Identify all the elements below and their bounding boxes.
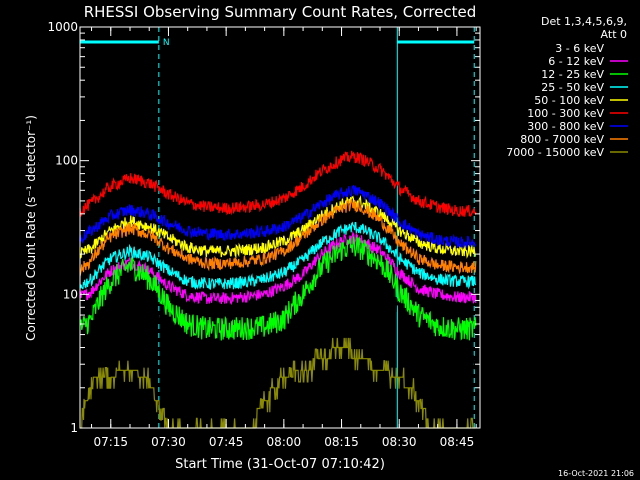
legend-header-line1: Det 1,3,4,5,6,9, <box>541 15 627 28</box>
x-tick-label-3: 08:00 <box>267 435 302 449</box>
night-bar-label-0: N <box>163 38 170 48</box>
series-line-5 <box>79 150 477 217</box>
legend-label-6: 300 - 800 keV <box>527 120 604 133</box>
series-line-3 <box>79 221 477 290</box>
x-tick-label-0: 07:15 <box>93 435 128 449</box>
series-line-0 <box>79 250 477 371</box>
legend-header-line2: Att 0 <box>601 28 627 41</box>
axes: 1 10 100 1000 07:15 07:30 07:45 08:00 08:15 08:30… <box>47 20 481 449</box>
series-line-8 <box>80 337 476 429</box>
x-tick-label-6: 08:45 <box>440 435 475 449</box>
x-tick-label-1: 07:30 <box>151 435 186 449</box>
legend-label-3: 25 - 50 keV <box>541 81 604 94</box>
footer-date: 16-Oct-2021 21:06 <box>558 469 634 478</box>
legend-label-4: 50 - 100 keV <box>534 94 604 107</box>
x-tick-label-5: 08:30 <box>382 435 417 449</box>
series-line-6 <box>79 184 477 250</box>
legend-label-0: 3 - 6 keV <box>555 42 604 55</box>
series-line-4 <box>79 194 477 260</box>
x-tick-label-2: 07:45 <box>209 435 244 449</box>
chart-title: RHESSI Observing Summary Count Rates, Co… <box>84 3 477 21</box>
x-tick-label-4: 08:15 <box>324 435 359 449</box>
y-tick-label-2: 100 <box>55 154 78 168</box>
legend-label-2: 12 - 25 keV <box>541 68 604 81</box>
y-axis-label: Corrected Count Rate (s⁻¹ detector⁻¹) <box>24 115 38 341</box>
y-tick-label-0: 1 <box>70 421 78 435</box>
legend-label-1: 6 - 12 keV <box>548 55 604 68</box>
legend-label-5: 100 - 300 keV <box>527 107 604 120</box>
plot-frame <box>79 26 481 429</box>
plot-area: N <box>79 27 477 429</box>
y-tick-label-1: 10 <box>63 287 78 301</box>
series-line-7 <box>79 198 477 277</box>
series-line-2 <box>79 236 477 341</box>
legend-label-7: 800 - 7000 keV <box>520 133 604 146</box>
legend-label-8: 7000 - 15000 keV <box>506 146 604 159</box>
x-axis-label: Start Time (31-Oct-07 07:10:42) <box>175 457 385 472</box>
y-tick-label-3: 1000 <box>47 20 78 34</box>
